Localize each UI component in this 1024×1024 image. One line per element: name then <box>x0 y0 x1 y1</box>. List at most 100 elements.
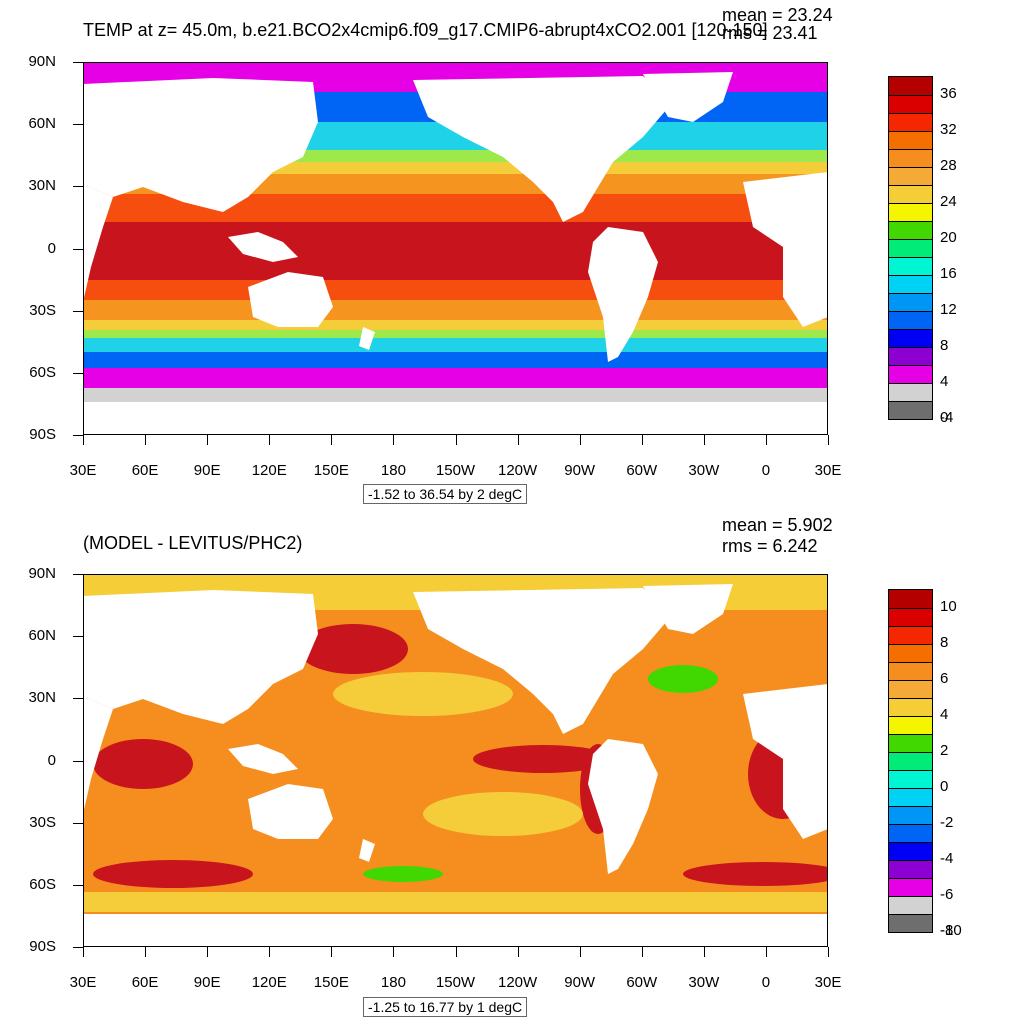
colorbar-label: -8 <box>940 922 954 939</box>
longitude-label: 30W <box>688 462 720 479</box>
land-africa <box>83 184 113 302</box>
longitude-tick <box>579 947 581 957</box>
latitude-label: 0 <box>47 239 56 257</box>
diff-north-pacific-mild <box>333 672 513 716</box>
colorbar-label: -10 <box>940 922 962 939</box>
colorbar-swatch <box>889 770 932 788</box>
diff-north-atlantic-cool <box>648 665 718 693</box>
longitude-label: 30E <box>69 974 97 991</box>
longitude-tick <box>703 435 705 445</box>
land-africa-east <box>743 172 828 262</box>
colorbar-swatch <box>889 149 932 167</box>
latitude-label: 90N <box>28 565 56 582</box>
longitude-tick <box>517 947 519 957</box>
colorbar-label: 4 <box>940 706 949 723</box>
land-greenland <box>643 584 733 634</box>
top-landmasses <box>83 72 828 435</box>
diff-south-pacific-mild <box>423 792 583 836</box>
colorbar-swatch <box>889 203 932 221</box>
longitude-tick <box>393 947 395 957</box>
longitude-label: 60W <box>626 462 658 479</box>
longitude-tick <box>331 435 333 445</box>
longitude-label: 150W <box>435 974 476 991</box>
colorbar-label: 2 <box>940 742 949 759</box>
colorbar-swatch <box>889 329 932 347</box>
longitude-label: 30E <box>69 462 97 479</box>
colorbar-swatch <box>889 662 932 680</box>
longitude-label: 120W <box>497 974 538 991</box>
longitude-tick <box>579 435 581 445</box>
colorbar-label: 20 <box>940 229 957 246</box>
longitude-tick <box>331 947 333 957</box>
latitude-tick <box>73 186 83 188</box>
top-map <box>83 62 828 435</box>
colorbar-label: 8 <box>940 634 949 651</box>
longitude-tick <box>517 435 519 445</box>
colorbar-swatch <box>889 644 932 662</box>
latitude-tick <box>73 248 83 250</box>
top-range-label: -1.52 to 36.54 by 2 degC <box>363 484 528 504</box>
longitude-tick <box>641 947 643 957</box>
colorbar-label: 10 <box>940 598 957 615</box>
colorbar-swatch <box>889 698 932 716</box>
colorbar-swatch <box>889 95 932 113</box>
bottom-map <box>83 574 828 947</box>
latitude-label: 0 <box>47 751 56 769</box>
colorbar-label: 8 <box>940 337 949 354</box>
colorbar-swatch <box>889 113 932 131</box>
colorbar-label: -4 <box>940 409 954 426</box>
diff-south-atlantic-hot <box>683 862 828 886</box>
bottom-panel: (MODEL - LEVITUS/PHC2) mean = 5.902 rms … <box>0 512 1024 1024</box>
top-rms-label: rms = 23.41 <box>722 23 818 43</box>
colorbar-swatch <box>889 167 932 185</box>
longitude-label: 60E <box>131 974 159 991</box>
bottom-colorbar <box>888 589 933 933</box>
colorbar-swatch <box>889 680 932 698</box>
longitude-tick <box>393 435 395 445</box>
colorbar-swatch <box>889 293 932 311</box>
latitude-label: 30S <box>29 813 56 831</box>
colorbar-swatch <box>889 716 932 734</box>
diff-north-pacific-hot <box>298 624 408 674</box>
colorbar-swatch <box>889 860 932 878</box>
latitude-tick <box>73 574 83 575</box>
land-africa <box>83 696 113 814</box>
colorbar-swatch <box>889 221 932 239</box>
longitude-tick <box>765 435 767 445</box>
land-antarctica <box>83 402 828 435</box>
bottom-title: (MODEL - LEVITUS/PHC2) <box>83 533 303 553</box>
colorbar-swatch <box>889 842 932 860</box>
longitude-label: 150E <box>313 974 349 991</box>
top-colorbar <box>888 76 933 420</box>
longitude-tick <box>207 435 209 445</box>
bottom-map-svg <box>83 574 828 947</box>
land-eurasia <box>83 78 318 212</box>
land-north-america <box>413 76 673 222</box>
longitude-label: 120E <box>251 462 287 479</box>
colorbar-swatch <box>889 131 932 149</box>
colorbar-swatch <box>889 311 932 329</box>
latitude-tick <box>73 822 83 824</box>
longitude-label: 120E <box>251 974 287 991</box>
band-cold-south <box>83 338 828 354</box>
longitude-tick <box>145 947 147 957</box>
longitude-label: 180 <box>380 462 406 479</box>
diff-indian-hot <box>93 739 193 789</box>
colorbar-swatch <box>889 752 932 770</box>
longitude-tick <box>703 947 705 957</box>
map-frame <box>83 574 828 947</box>
longitude-label: 60W <box>626 974 658 991</box>
longitude-label: 90E <box>193 462 221 479</box>
bottom-rms-label: rms = 6.242 <box>722 536 818 556</box>
colorbar-swatch <box>889 383 932 401</box>
latitude-label: 90S <box>29 938 56 955</box>
latitude-label: 90N <box>28 53 56 70</box>
colorbar-label: 32 <box>940 121 957 138</box>
longitude-tick <box>145 435 147 445</box>
land-south-america <box>588 227 658 362</box>
longitude-label: 180 <box>380 974 406 991</box>
diff-southern-ocean-hot <box>93 860 253 888</box>
land-australia <box>248 784 333 839</box>
latitude-label: 60S <box>29 875 56 893</box>
top-title: TEMP at z= 45.0m, b.e21.BCO2x4cmip6.f09_… <box>83 20 768 40</box>
